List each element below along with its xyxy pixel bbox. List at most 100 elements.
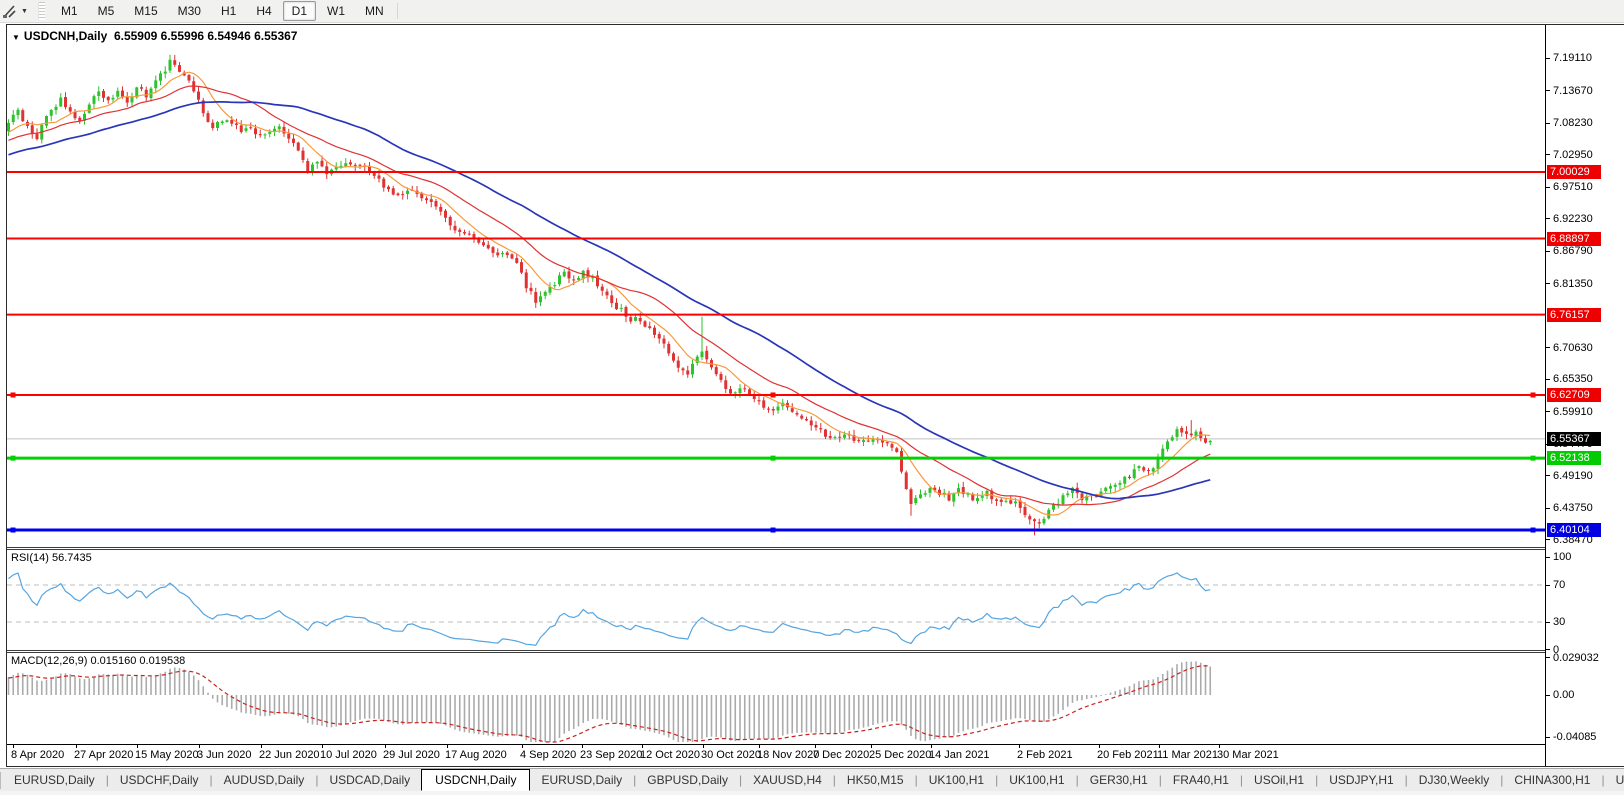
tab-hk50-m15[interactable]: HK50,M15 — [846, 773, 904, 787]
tab-china300-h1[interactable]: CHINA300,H1 — [1514, 773, 1591, 787]
price-axis[interactable]: 7.19110 7.13670 7.08230 7.02950 6.97510 6.922… — [1545, 25, 1624, 766]
tab-gbpusd-daily[interactable]: GBPUSD,Daily — [647, 773, 728, 787]
rsi-tick: 100 — [1553, 551, 1572, 564]
bottom-strip — [0, 791, 1624, 795]
cursor-tool-dropdown-icon[interactable]: ▼ — [21, 7, 28, 15]
price-tick: 6.65350 — [1553, 373, 1593, 386]
tab-separator: | — [209, 773, 213, 787]
date-label: 10 Jul 2020 — [320, 749, 377, 761]
rsi-tick: 0 — [1553, 643, 1560, 656]
rsi-tick-mark — [1546, 556, 1550, 558]
tab-fra40-h1[interactable]: FRA40,H1 — [1172, 773, 1229, 787]
chart-window: ▼ USDCNH,Daily 6.55909 6.55996 6.54946 6.… — [6, 24, 1624, 767]
tabbar-grip — [0, 771, 1, 789]
date-tick-mark — [582, 745, 583, 748]
timeframe-button-m15[interactable]: M15 — [134, 4, 158, 18]
date-tick-mark — [137, 745, 138, 748]
price-tick-mark — [1546, 475, 1550, 477]
rsi-tick: 30 — [1553, 616, 1566, 628]
tab-usdcnh-daily[interactable]: USDCNH,Daily — [421, 769, 531, 791]
date-tick-mark — [871, 745, 872, 748]
price-tick: 6.43750 — [1553, 502, 1593, 515]
price-level-label: 6.88897 — [1547, 231, 1601, 246]
date-tick-mark — [261, 745, 262, 748]
timeframe-button-h1[interactable]: H1 — [220, 4, 237, 18]
tab-usdcad-daily[interactable]: USDCAD,Daily — [329, 773, 411, 787]
price-tick-mark — [1546, 507, 1550, 509]
tab-separator: | — [633, 773, 637, 787]
macd-tick: -0.04085 — [1553, 731, 1597, 743]
chart-title-ohlc: 6.55909 6.55996 6.54946 6.55367 — [113, 29, 298, 43]
chart-title-caret-icon[interactable]: ▼ — [12, 33, 20, 42]
panel-resize-divider[interactable] — [7, 650, 1545, 653]
date-tick-mark — [447, 745, 448, 748]
date-axis[interactable]: 8 Apr 2020 27 Apr 2020 15 May 2020 3 Jun 20… — [7, 744, 1545, 766]
panel-resize-divider[interactable] — [7, 547, 1545, 550]
date-tick-mark — [1019, 745, 1020, 748]
rsi-tick: 70 — [1553, 579, 1566, 591]
toolbar-grip[interactable] — [37, 2, 45, 20]
date-tick-mark — [1099, 745, 1100, 748]
macd-plot[interactable] — [7, 653, 1545, 744]
tab-separator: | — [914, 773, 918, 787]
timeframe-button-m1[interactable]: M1 — [60, 4, 78, 18]
timeframe-button-w1[interactable]: W1 — [327, 4, 345, 18]
price-level-label: 6.40104 — [1547, 523, 1601, 538]
date-tick-mark — [931, 745, 932, 748]
price-tick-mark — [1546, 122, 1550, 124]
tab-eurusd-daily[interactable]: EURUSD,Daily — [14, 773, 95, 787]
rsi-panel[interactable]: RSI(14) 56.7435 — [7, 550, 1545, 650]
date-label: 18 Nov 2020 — [757, 749, 820, 761]
tab-separator: | — [1315, 773, 1319, 787]
chart-title: ▼ USDCNH,Daily 6.55909 6.55996 6.54946 6.… — [12, 29, 297, 43]
date-tick-mark — [642, 745, 643, 748]
tab-separator: | — [1158, 773, 1162, 787]
chart-plot-area[interactable]: ▼ USDCNH,Daily 6.55909 6.55996 6.54946 6.… — [7, 25, 1545, 547]
rsi-plot[interactable] — [7, 550, 1545, 650]
price-level-label: 6.62709 — [1547, 387, 1601, 402]
date-tick-mark — [703, 745, 704, 748]
tab-audusd-daily[interactable]: AUDUSD,Daily — [223, 773, 305, 787]
date-label: 15 May 2020 — [135, 749, 199, 761]
tab-dj30-weekly[interactable]: DJ30,Weekly — [1418, 773, 1490, 787]
timeframe-button-mn[interactable]: MN — [365, 4, 384, 18]
date-label: 8 Apr 2020 — [11, 749, 65, 761]
timeframe-button-h4[interactable]: H4 — [256, 4, 272, 18]
tab-uk100-h1[interactable]: UK100,H1 — [1009, 773, 1065, 787]
date-tick-mark — [322, 745, 323, 748]
date-label: 12 Oct 2020 — [640, 749, 700, 761]
price-tick-mark — [1546, 378, 1550, 380]
price-tick: 6.59910 — [1553, 405, 1593, 418]
macd-tick-mark — [1546, 694, 1550, 696]
timeframe-button-m5[interactable]: M5 — [97, 4, 115, 18]
tab-eurusd-daily[interactable]: EURUSD,Daily — [541, 773, 623, 787]
tab-usdchf-daily[interactable]: USDCHF,Daily — [119, 773, 199, 787]
timeframe-button-d1[interactable]: D1 — [282, 1, 316, 21]
price-tick: 7.02950 — [1553, 148, 1593, 161]
macd-label: MACD(12,26,9) 0.015160 0.019538 — [11, 655, 186, 667]
date-tick-mark — [1159, 745, 1160, 748]
timeframe-button-m30[interactable]: M30 — [177, 4, 201, 18]
tab-ger30-h1[interactable]: GER30,H1 — [1089, 773, 1148, 787]
price-tick: 6.92230 — [1553, 212, 1593, 225]
tab-xauusd-h4[interactable]: XAUUSD,H4 — [753, 773, 822, 787]
macd-tick-mark — [1546, 657, 1550, 659]
date-tick-mark — [13, 745, 14, 748]
chart-tab-bar: EURUSD,Daily | USDCHF,Daily | AUDUSD,Daily | U… — [0, 768, 1624, 791]
tab-usoil-h1[interactable]: USOil,H1 — [1254, 773, 1305, 787]
tab-usdjpy-h1[interactable]: USDJPY,H1 — [1329, 773, 1394, 787]
tab-separator: | — [315, 773, 319, 787]
tab-separator: | — [105, 773, 109, 787]
date-label: 29 Jul 2020 — [383, 749, 440, 761]
macd-tick: 0.029032 — [1553, 651, 1599, 664]
macd-panel[interactable]: MACD(12,26,9) 0.015160 0.019538 — [7, 653, 1545, 744]
date-tick-mark — [759, 745, 760, 748]
date-label: 27 Apr 2020 — [74, 749, 134, 761]
tab-u[interactable]: U — [1615, 773, 1624, 787]
tab-uk100-h1[interactable]: UK100,H1 — [928, 773, 985, 787]
price-tick: 6.86790 — [1553, 245, 1593, 258]
tab-separator: | — [1500, 773, 1504, 787]
candlestick-chart[interactable] — [7, 25, 1545, 547]
price-tick: 6.49190 — [1553, 469, 1593, 482]
cursor-tool-icon[interactable] — [2, 3, 20, 19]
